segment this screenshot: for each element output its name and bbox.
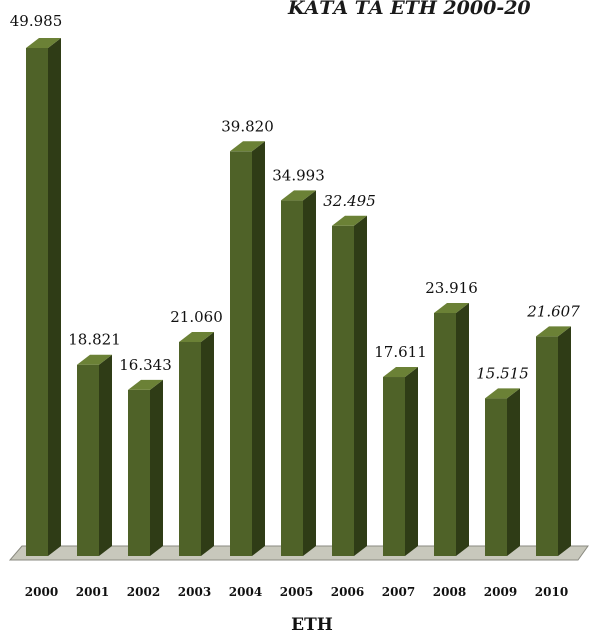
x-tick-labels: 2000 2001 2002 2003 2004 2005 2006 2007 2008 2009… xyxy=(25,585,568,599)
x-tick-2006: 2006 xyxy=(331,585,364,599)
data-label-2006: 32.495 xyxy=(323,192,376,210)
data-labels: 49.985 18.821 16.343 21.060 39.820 34.993 32.4… xyxy=(10,12,580,382)
data-label-2001: 18.821 xyxy=(68,331,121,349)
x-tick-2000: 2000 xyxy=(25,585,58,599)
bar-2000 xyxy=(26,38,61,556)
bars xyxy=(26,38,571,557)
bar-top-2003 xyxy=(179,331,214,342)
bar-2009 xyxy=(485,388,520,556)
bar-side-2009 xyxy=(507,388,520,556)
bar-2007 xyxy=(383,367,418,556)
bar-side-2002 xyxy=(150,379,163,556)
bar-front-2007 xyxy=(383,377,405,556)
bar-top-2008 xyxy=(434,302,469,313)
x-tick-2003: 2003 xyxy=(178,585,211,599)
x-tick-2002: 2002 xyxy=(127,585,160,599)
bar-side-2003 xyxy=(201,331,214,556)
data-label-2000: 49.985 xyxy=(10,12,63,30)
bar-2008 xyxy=(434,302,469,556)
bar-2001 xyxy=(77,354,112,556)
bar-2005 xyxy=(281,190,316,556)
x-tick-2005: 2005 xyxy=(280,585,313,599)
data-label-2003: 21.060 xyxy=(170,308,223,326)
bar-2010 xyxy=(536,326,571,556)
bar-side-2004 xyxy=(252,141,265,557)
data-label-2010: 21.607 xyxy=(526,302,580,320)
bar-top-2006 xyxy=(332,215,367,226)
x-tick-2008: 2008 xyxy=(433,585,466,599)
x-tick-2001: 2001 xyxy=(76,585,109,599)
x-axis-label: ΕΤΗ xyxy=(291,615,333,634)
bar-side-2005 xyxy=(303,190,316,556)
bar-2004 xyxy=(230,141,265,557)
bar-top-2009 xyxy=(485,388,520,399)
bar-front-2005 xyxy=(281,200,303,556)
bar-front-2010 xyxy=(536,336,558,556)
bar-front-2006 xyxy=(332,225,354,557)
chart-title: ΚΑΤΑ ΤΑ ΕΤΗ 2000-20 xyxy=(287,0,531,19)
data-label-2005: 34.993 xyxy=(272,166,325,184)
bar-top-2004 xyxy=(230,141,265,152)
x-tick-2009: 2009 xyxy=(484,585,517,599)
bar-front-2003 xyxy=(179,341,201,556)
bar-front-2008 xyxy=(434,312,456,556)
data-label-2007: 17.611 xyxy=(374,343,427,361)
bar-2006 xyxy=(332,215,367,557)
bar-side-2001 xyxy=(99,354,112,556)
bar-front-2004 xyxy=(230,151,252,557)
bar-front-2009 xyxy=(485,398,507,556)
data-label-2008: 23.916 xyxy=(425,279,478,297)
bar-top-2000 xyxy=(26,38,61,48)
x-tick-2007: 2007 xyxy=(382,585,415,599)
bar-front-2001 xyxy=(77,364,99,556)
data-label-2002: 16.343 xyxy=(119,356,172,374)
bar-side-2006 xyxy=(354,215,367,557)
bar-top-2002 xyxy=(128,379,163,390)
data-label-2004: 39.820 xyxy=(221,117,274,135)
bar-front-2000 xyxy=(26,48,48,556)
data-label-2009: 15.515 xyxy=(476,364,529,382)
bar-side-2010 xyxy=(558,326,571,556)
bar-top-2007 xyxy=(383,367,418,378)
bar-top-2010 xyxy=(536,326,571,337)
bar-2002 xyxy=(128,379,163,556)
bar-2003 xyxy=(179,331,214,556)
x-tick-2010: 2010 xyxy=(535,585,568,599)
bar-side-2000 xyxy=(48,38,61,556)
bar-front-2002 xyxy=(128,389,150,556)
bar-side-2007 xyxy=(405,367,418,556)
bar-top-2001 xyxy=(77,354,112,365)
bar-side-2008 xyxy=(456,302,469,556)
bar-top-2005 xyxy=(281,190,316,201)
x-tick-2004: 2004 xyxy=(229,585,262,599)
